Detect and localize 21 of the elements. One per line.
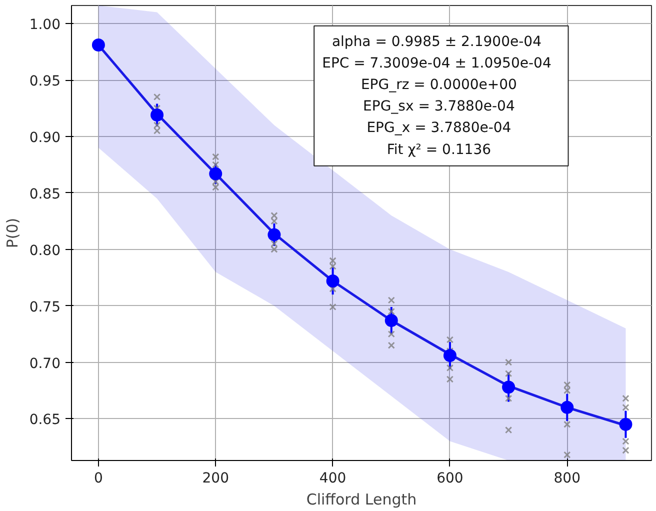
y-tick-label: 0.95 [29, 74, 60, 90]
y-tick-label: 0.90 [29, 130, 60, 146]
x-tick-label: 400 [319, 470, 346, 486]
annotation: EPC = 7.3009e-04 ± 1.0950e-04 [322, 55, 552, 72]
x-tick-label: 0 [94, 470, 103, 486]
x-tick-label: 800 [554, 470, 581, 486]
x-axis-title: Clifford Length [306, 490, 417, 508]
annotation: Fit χ² = 0.1136 [386, 142, 492, 158]
y-axis-title: P(0) [3, 218, 22, 248]
annotation: alpha = 0.9985 ± 2.1900e-04 [332, 34, 542, 50]
y-tick-label: 0.75 [29, 299, 60, 316]
x-tick-label: 600 [436, 470, 464, 486]
annotation: EPG_rz = 0.0000e+00 [360, 77, 517, 94]
y-tick-label: 0.80 [29, 242, 60, 259]
y-tick-label: 0.85 [29, 186, 60, 202]
y-tick-label: 0.70 [29, 356, 60, 372]
x-tick-label: 200 [202, 470, 229, 486]
y-tick-label: 1.00 [29, 17, 60, 34]
annotation: EPG_x = 3.7880e-04 [366, 120, 512, 136]
annotation: EPG_sx = 3.7880e-04 [363, 98, 515, 115]
y-tick-label: 0.65 [29, 412, 60, 428]
